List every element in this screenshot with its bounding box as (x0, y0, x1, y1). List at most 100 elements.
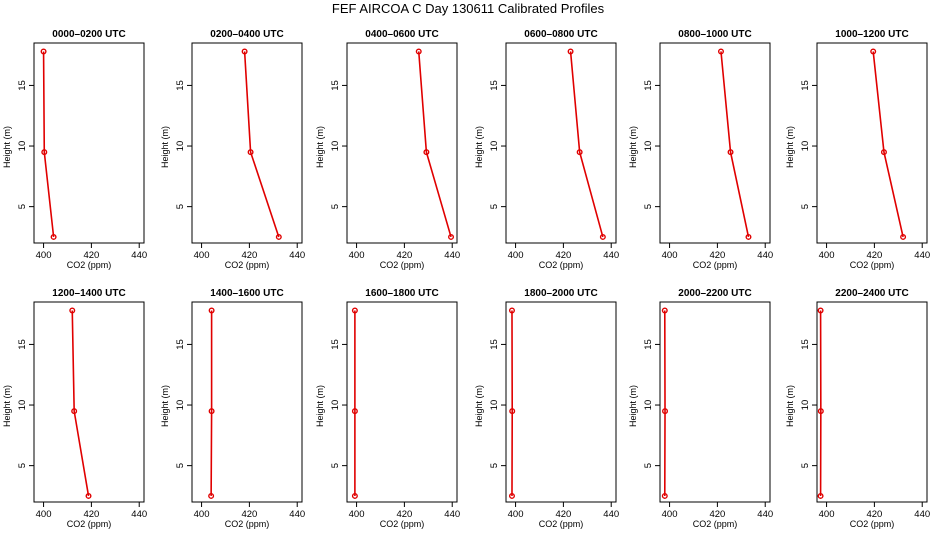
x-tick-label: 420 (396, 250, 412, 261)
x-tick-label: 420 (241, 250, 257, 261)
y-tick-label: 5 (17, 204, 28, 209)
x-axis-label: CO2 (ppm) (225, 260, 270, 270)
y-tick-label: 15 (175, 80, 186, 91)
data-point (662, 408, 669, 415)
data-point (50, 233, 57, 240)
x-tick-label: 440 (131, 250, 147, 261)
plot-frame (505, 42, 617, 244)
x-axis-label: CO2 (ppm) (850, 519, 895, 529)
panel-title: 0400–0600 UTC (365, 29, 438, 40)
x-tick-label: 420 (83, 250, 99, 261)
panel-4: 0600–0800 UTC 400 420 440 5 10 15 CO2 (ppm) Heig… (474, 29, 619, 270)
x-tick-label: 400 (36, 250, 52, 261)
panel-12: 2200–2400 UTC 400 420 440 5 10 15 CO2 (ppm) Heig… (785, 288, 930, 529)
chart-title: FEF AIRCOA C Day 130611 Calibrated Profi… (332, 1, 605, 16)
x-tick-label: 440 (289, 250, 305, 261)
x-axis-label: CO2 (ppm) (693, 260, 738, 270)
profile-line (872, 51, 904, 238)
y-tick-label: 10 (800, 400, 811, 411)
panel-9: 1600–1800 UTC 400 420 440 5 10 15 CO2 (ppm) Heig… (315, 288, 460, 529)
x-tick-label: 420 (396, 509, 412, 520)
x-axis-label: CO2 (ppm) (539, 519, 584, 529)
y-axis-label: Height (m) (628, 126, 638, 168)
x-tick-label: 400 (508, 250, 524, 261)
panel-title: 0200–0400 UTC (210, 29, 283, 40)
x-tick-label: 440 (603, 509, 619, 520)
y-tick-label: 5 (643, 463, 654, 468)
panel-5: 0800–1000 UTC 400 420 440 5 10 15 CO2 (ppm) Heig… (628, 29, 773, 270)
data-point (69, 307, 76, 314)
y-tick-label: 5 (800, 204, 811, 209)
y-axis-label: Height (m) (474, 126, 484, 168)
data-point (423, 149, 430, 156)
data-point (40, 48, 47, 55)
y-tick-label: 15 (643, 80, 654, 91)
y-tick-label: 10 (17, 141, 28, 152)
y-axis-label: Height (m) (628, 385, 638, 427)
y-tick-label: 15 (800, 80, 811, 91)
panel-1: 0000–0200 UTC 400 420 440 5 10 15 CO2 (ppm) Heig… (2, 29, 147, 270)
y-tick-label: 5 (489, 204, 500, 209)
y-tick-label: 10 (330, 141, 341, 152)
x-tick-label: 420 (866, 509, 882, 520)
panel-title: 1400–1600 UTC (210, 288, 283, 299)
plot-frame (505, 301, 617, 503)
x-axis-label: CO2 (ppm) (67, 260, 112, 270)
panel-11: 2000–2200 UTC 400 420 440 5 10 15 CO2 (ppm) Heig… (628, 288, 773, 529)
x-axis-label: CO2 (ppm) (380, 260, 425, 270)
y-tick-label: 10 (17, 400, 28, 411)
panel-title: 1200–1400 UTC (52, 288, 125, 299)
panel-8: 1400–1600 UTC 400 420 440 5 10 15 CO2 (ppm) Heig… (160, 288, 305, 529)
y-tick-label: 5 (800, 463, 811, 468)
x-tick-label: 440 (603, 250, 619, 261)
profile-line (243, 51, 280, 238)
data-point (599, 233, 606, 240)
data-point (351, 492, 358, 499)
panel-title: 2200–2400 UTC (835, 288, 908, 299)
data-point (817, 408, 824, 415)
y-axis-label: Height (m) (785, 385, 795, 427)
data-point (41, 149, 48, 156)
y-tick-label: 15 (489, 339, 500, 350)
data-point (661, 492, 668, 499)
x-tick-label: 420 (866, 250, 882, 261)
x-axis-label: CO2 (ppm) (693, 519, 738, 529)
profile-line (71, 310, 90, 497)
data-point (817, 492, 824, 499)
data-point (508, 492, 515, 499)
panel-title: 1000–1200 UTC (835, 29, 908, 40)
y-tick-label: 5 (17, 463, 28, 468)
y-tick-label: 5 (330, 463, 341, 468)
data-point (576, 149, 583, 156)
profile-line (417, 51, 452, 238)
plot-frame (816, 42, 928, 244)
y-axis-label: Height (m) (2, 385, 12, 427)
y-tick-label: 15 (800, 339, 811, 350)
x-tick-label: 440 (757, 509, 773, 520)
x-tick-label: 440 (914, 509, 930, 520)
x-tick-label: 400 (662, 250, 678, 261)
x-tick-label: 420 (241, 509, 257, 520)
data-point (727, 149, 734, 156)
data-point (208, 408, 215, 415)
panels-container: 0000–0200 UTC 400 420 440 5 10 15 CO2 (ppm) Heig… (2, 29, 930, 529)
panel-title: 0600–0800 UTC (524, 29, 597, 40)
x-axis-label: CO2 (ppm) (539, 260, 584, 270)
x-tick-label: 400 (819, 509, 835, 520)
data-point (900, 233, 907, 240)
x-tick-label: 440 (444, 509, 460, 520)
data-point (745, 233, 752, 240)
y-axis-label: Height (m) (785, 126, 795, 168)
y-tick-label: 15 (17, 80, 28, 91)
data-point (415, 48, 422, 55)
data-point (351, 307, 358, 314)
y-axis-label: Height (m) (474, 385, 484, 427)
plot-frame (191, 42, 303, 244)
panel-3: 0400–0600 UTC 400 420 440 5 10 15 CO2 (ppm) Heig… (315, 29, 460, 270)
y-tick-label: 5 (643, 204, 654, 209)
x-tick-label: 400 (36, 509, 52, 520)
plot-frame (659, 301, 771, 503)
data-point (85, 492, 92, 499)
y-tick-label: 15 (17, 339, 28, 350)
